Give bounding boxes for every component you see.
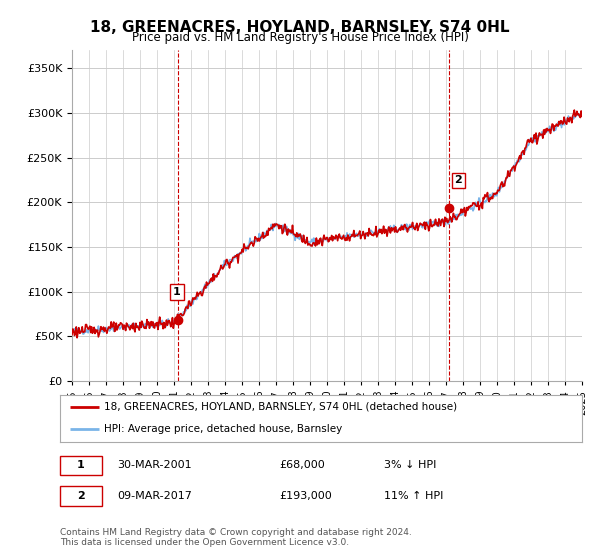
Text: 3% ↓ HPI: 3% ↓ HPI bbox=[383, 460, 436, 470]
Text: 11% ↑ HPI: 11% ↑ HPI bbox=[383, 491, 443, 501]
FancyBboxPatch shape bbox=[60, 456, 102, 475]
Text: 18, GREENACRES, HOYLAND, BARNSLEY, S74 0HL (detached house): 18, GREENACRES, HOYLAND, BARNSLEY, S74 0… bbox=[104, 402, 457, 412]
Text: 1: 1 bbox=[77, 460, 85, 470]
Text: 09-MAR-2017: 09-MAR-2017 bbox=[118, 491, 192, 501]
Text: Price paid vs. HM Land Registry's House Price Index (HPI): Price paid vs. HM Land Registry's House … bbox=[131, 31, 469, 44]
Text: £68,000: £68,000 bbox=[279, 460, 325, 470]
Text: 18, GREENACRES, HOYLAND, BARNSLEY, S74 0HL: 18, GREENACRES, HOYLAND, BARNSLEY, S74 0… bbox=[90, 20, 510, 35]
Text: 2: 2 bbox=[454, 175, 462, 185]
Text: 1: 1 bbox=[173, 287, 181, 297]
Text: 30-MAR-2001: 30-MAR-2001 bbox=[118, 460, 192, 470]
Text: £193,000: £193,000 bbox=[279, 491, 332, 501]
Text: Contains HM Land Registry data © Crown copyright and database right 2024.
This d: Contains HM Land Registry data © Crown c… bbox=[60, 528, 412, 547]
Text: HPI: Average price, detached house, Barnsley: HPI: Average price, detached house, Barn… bbox=[104, 424, 343, 434]
FancyBboxPatch shape bbox=[60, 487, 102, 506]
Text: 2: 2 bbox=[77, 491, 85, 501]
